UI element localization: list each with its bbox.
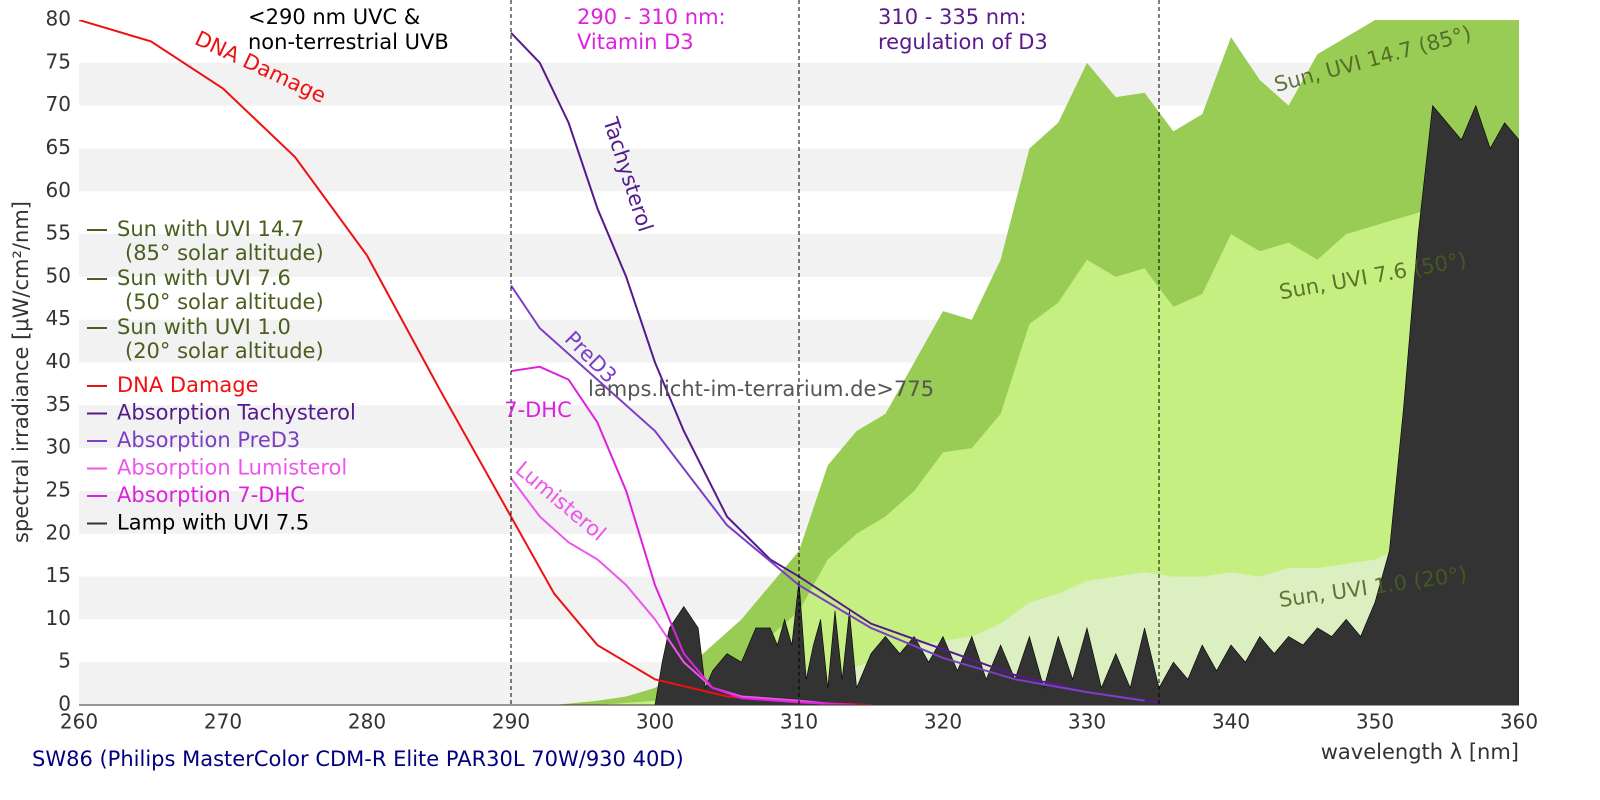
chart-title: SW86 (Philips MasterColor CDM-R Elite PA… [32, 747, 684, 771]
annotation: <290 nm UVC & [248, 5, 420, 29]
line [79, 20, 872, 705]
legend-label: Absorption 7-DHC [117, 483, 305, 507]
y-tick-label: 60 [46, 178, 71, 202]
y-tick-label: 0 [58, 692, 71, 716]
line [510, 365, 857, 705]
x-tick-label: 270 [204, 710, 242, 734]
legend-label: Absorption Tachysterol [117, 401, 356, 425]
y-tick-label: 20 [46, 520, 71, 544]
x-tick-label: 280 [348, 710, 386, 734]
legend-label: Sun with UVI 7.6 [117, 266, 291, 290]
annotation: regulation of D3 [878, 30, 1048, 54]
y-tick-label: 5 [58, 649, 71, 673]
x-tick-label: 260 [60, 710, 98, 734]
y-tick-label: 75 [46, 49, 71, 73]
x-tick-label: 340 [1212, 710, 1250, 734]
x-tick-label: 350 [1356, 710, 1394, 734]
y-tick-label: 25 [46, 477, 71, 501]
line [510, 32, 1160, 704]
legend-label: Absorption PreD3 [117, 428, 300, 452]
x-tick-label: 320 [924, 710, 962, 734]
x-tick-label: 300 [636, 710, 674, 734]
y-tick-label: 50 [46, 263, 71, 287]
y-tick-label: 45 [46, 306, 71, 330]
y-tick-label: 65 [46, 135, 71, 159]
y-tick-label: 40 [46, 349, 71, 373]
legend-note: (50° solar altitude) [125, 290, 324, 314]
y-tick-label: 30 [46, 435, 71, 459]
x-tick-label: 360 [1500, 710, 1538, 734]
y-tick-label: 10 [46, 606, 71, 630]
line [510, 284, 1145, 702]
annotation: non-terrestrial UVB [248, 30, 449, 54]
legend-label: DNA Damage [117, 373, 259, 397]
annotation: 310 - 335 nm: [878, 5, 1027, 29]
y-axis-label: spectral irradiance [μW/cm²/nm] [9, 201, 33, 543]
legend-label: Sun with UVI 14.7 [117, 217, 304, 241]
x-tick-label: 290 [492, 710, 530, 734]
legend-note: (85° solar altitude) [125, 241, 324, 265]
series-label: 7-DHC [504, 398, 572, 422]
legend-label: Absorption Lumisterol [117, 456, 347, 480]
y-tick-label: 80 [46, 7, 71, 31]
x-tick-label: 310 [780, 710, 818, 734]
watermark: lamps.licht-im-terrarium.de>775 [588, 377, 934, 401]
area [654, 104, 1519, 705]
legend-label: Sun with UVI 1.0 [117, 315, 291, 339]
annotation: Vitamin D3 [577, 30, 694, 54]
y-tick-label: 15 [46, 563, 71, 587]
legend-note: (20° solar altitude) [125, 339, 324, 363]
y-tick-label: 55 [46, 221, 71, 245]
y-tick-label: 35 [46, 392, 71, 416]
x-axis-label: wavelength λ [nm] [1321, 740, 1519, 764]
x-tick-label: 330 [1068, 710, 1106, 734]
line [510, 477, 843, 705]
legend-label: Lamp with UVI 7.5 [117, 511, 309, 535]
y-tick-label: 70 [46, 92, 71, 116]
annotation: 290 - 310 nm: [577, 5, 726, 29]
